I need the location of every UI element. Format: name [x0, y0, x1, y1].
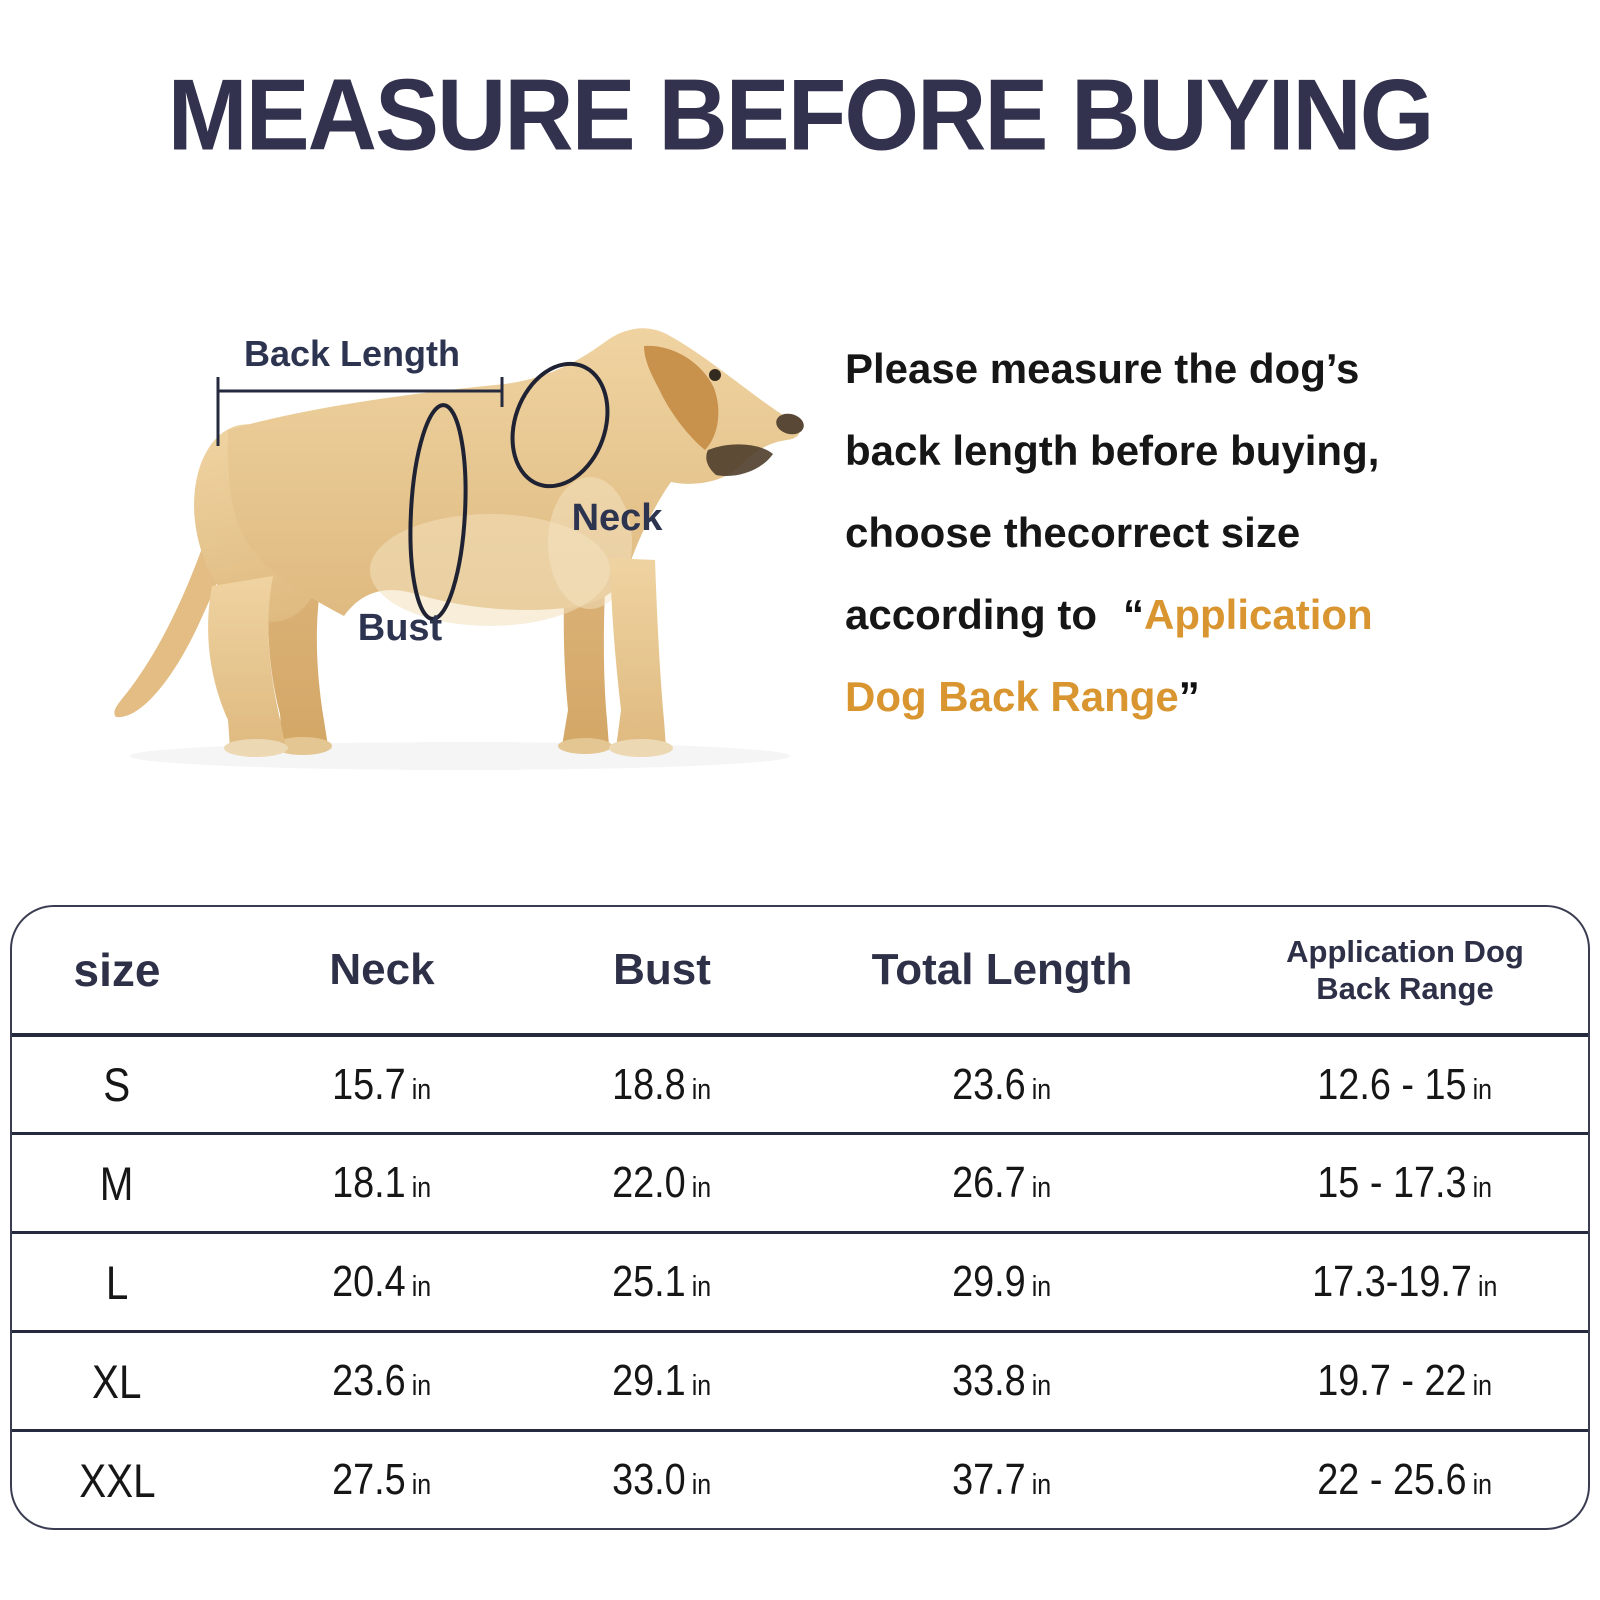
dog-illustration: Back Length Neck Bust	[114, 328, 804, 770]
total-length-cell: 33.8 in	[952, 1356, 1052, 1405]
header-bust: Bust	[613, 945, 711, 994]
highlight-text: Application	[1144, 591, 1373, 638]
dog-paw	[609, 739, 673, 757]
total-length-cell: 23.6 in	[952, 1059, 1052, 1109]
neck-cell: 20.4 in	[332, 1257, 432, 1306]
size-cell: S	[103, 1058, 131, 1111]
dog-paw	[558, 738, 612, 754]
back-range-cell: 19.7 - 22 in	[1317, 1356, 1493, 1405]
neck-cell: 18.1 in	[332, 1158, 432, 1207]
table-row-s: S 15.7 in 18.8 in 23.6 in 12.6 - 15 in	[12, 1033, 1588, 1132]
back-range-cell: 12.6 - 15 in	[1317, 1059, 1493, 1109]
bust-cell: 25.1 in	[612, 1257, 712, 1306]
instruction-line: according to “Application	[845, 591, 1373, 638]
header-size: size	[73, 944, 161, 996]
bust-label: Bust	[358, 607, 443, 649]
dog-mouth	[706, 444, 773, 477]
bust-cell: 18.8 in	[612, 1059, 712, 1109]
total-length-cell: 29.9 in	[952, 1257, 1052, 1306]
bust-cell: 22.0 in	[612, 1158, 712, 1207]
bust-cell: 33.0 in	[612, 1455, 712, 1504]
bust-cell: 29.1 in	[612, 1356, 712, 1405]
size-cell: L	[105, 1255, 129, 1309]
close-quote: ”	[1178, 673, 1200, 720]
table-row-xxl: XXL 27.5 in 33.0 in 37.7 in 22 - 25.6 in	[12, 1429, 1588, 1528]
dog-front-near-leg	[610, 558, 666, 748]
back-range-cell: 22 - 25.6 in	[1317, 1455, 1493, 1504]
total-length-cell: 37.7 in	[952, 1455, 1052, 1504]
dog-ear	[644, 345, 719, 450]
size-chart-table: size Neck Bust Total Length Application …	[10, 905, 1590, 1530]
neck-cell: 15.7 in	[332, 1059, 432, 1109]
header-back-range: Application Dog Back Range	[1286, 934, 1524, 1006]
back-range-cell: 15 - 17.3 in	[1317, 1158, 1493, 1207]
table-row-xl: XL 23.6 in 29.1 in 33.8 in 19.7 - 22 in	[12, 1330, 1588, 1429]
page-title: MEASURE BEFORE BUYING	[167, 59, 1435, 172]
total-length-cell: 26.7 in	[952, 1158, 1052, 1207]
dog-paw	[224, 739, 288, 757]
header-total-length: Total Length	[871, 945, 1133, 994]
instruction-line: back length before buying,	[845, 427, 1380, 474]
dog-paw	[274, 737, 332, 755]
highlight-text: Dog Back Range	[845, 673, 1179, 720]
back-length-label: Back Length	[244, 333, 460, 374]
dog-measurement-diagram: Back Length Neck Bust	[60, 318, 820, 780]
back-range-cell: 17.3-19.7 in	[1312, 1257, 1498, 1306]
measure-instructions: Please measure the dog’s back length bef…	[845, 328, 1525, 738]
size-cell: XL	[92, 1354, 142, 1408]
neck-cell: 27.5 in	[332, 1455, 432, 1504]
header-neck: Neck	[329, 945, 435, 994]
bust-measure-ellipse	[408, 403, 468, 621]
instruction-line: Dog Back Range”	[845, 656, 1525, 738]
dog-front-far-leg	[562, 566, 609, 746]
dog-hind-near-leg	[208, 576, 286, 748]
dog-body	[227, 328, 800, 616]
size-cell: M	[100, 1156, 134, 1210]
table-row-m: M 18.1 in 22.0 in 26.7 in 15 - 17.3 in	[12, 1132, 1588, 1231]
table-row-l: L 20.4 in 25.1 in 29.9 in 17.3-19.7 in	[12, 1231, 1588, 1330]
neck-label: Neck	[572, 497, 664, 539]
instruction-line: choose thecorrect size	[845, 509, 1301, 556]
open-quote: “	[1123, 591, 1145, 638]
dog-eye	[709, 369, 721, 381]
instruction-line: Please measure the dog’s	[845, 345, 1360, 392]
back-length-measure-line	[216, 377, 504, 446]
neck-measure-ellipse	[510, 361, 610, 489]
size-cell: XXL	[78, 1453, 156, 1507]
neck-cell: 23.6 in	[332, 1356, 432, 1405]
dog-nose	[776, 413, 804, 435]
table-header-row: size Neck Bust Total Length Application …	[12, 907, 1588, 1033]
